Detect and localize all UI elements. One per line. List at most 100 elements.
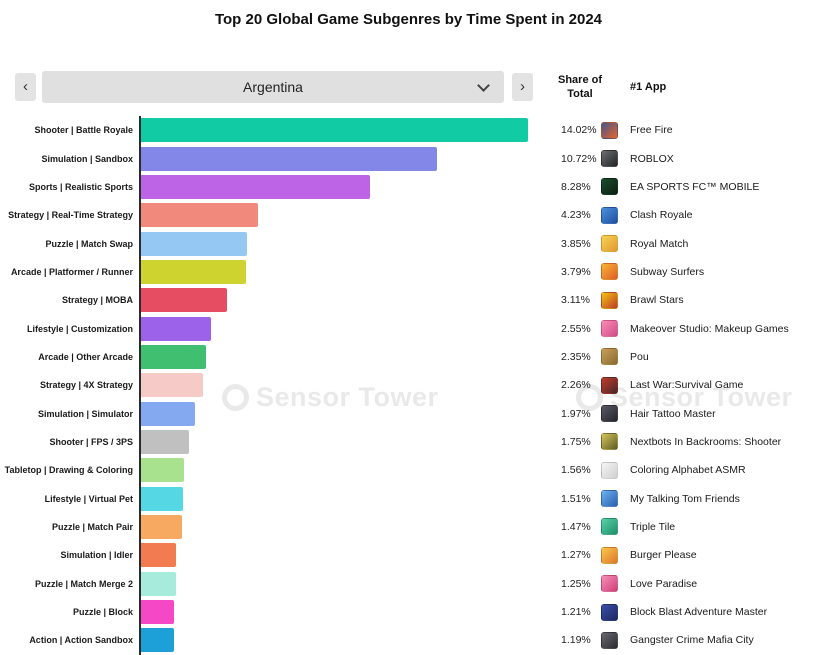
subgenre-label: Arcade | Platformer / Runner: [10, 266, 133, 277]
bar[interactable]: [141, 316, 212, 341]
bar[interactable]: [141, 600, 175, 625]
bar-area: [139, 626, 551, 655]
share-value: 8.28%: [561, 180, 591, 193]
chart-row: Puzzle | Match Merge 2 1.25% Love Paradi…: [0, 569, 817, 598]
bar-area: [139, 116, 551, 145]
share-value: 10.72%: [561, 152, 597, 165]
app-icon: [601, 490, 618, 508]
app-icon: [601, 546, 618, 564]
subgenre-label: Simulation | Idler: [60, 550, 133, 561]
chart-row: Puzzle | Match Pair 1.47% Triple Tile: [0, 512, 817, 542]
app-name: Clash Royale: [630, 209, 693, 222]
share-value: 3.85%: [561, 237, 591, 250]
bar[interactable]: [141, 118, 529, 143]
bar[interactable]: [141, 231, 248, 256]
chart-row: Arcade | Platformer / Runner 3.79% Subwa…: [0, 257, 817, 287]
bar[interactable]: [141, 288, 227, 313]
bar-area: [139, 229, 551, 258]
subgenre-label: Puzzle | Match Pair: [51, 521, 133, 532]
app-name: Love Paradise: [630, 577, 698, 590]
share-value: 2.26%: [561, 379, 591, 392]
app-icon: [601, 405, 618, 423]
bar-area: [139, 541, 551, 570]
app-name: Triple Tile: [630, 520, 676, 533]
bar-area: [139, 172, 551, 202]
chart-row: Shooter | Battle Royale 14.02% Free Fire: [0, 116, 817, 145]
app-name: Brawl Stars: [630, 294, 684, 307]
app-icon: [601, 376, 618, 394]
app-name: Free Fire: [630, 124, 673, 137]
share-value: 1.56%: [561, 464, 591, 477]
share-value: 1.19%: [561, 634, 591, 647]
country-dropdown[interactable]: Argentina: [42, 71, 504, 103]
app-icon: [601, 603, 618, 621]
bar-area: [139, 342, 551, 372]
share-value: 2.35%: [561, 350, 591, 363]
bar[interactable]: [141, 429, 190, 454]
share-value: 1.47%: [561, 520, 591, 533]
number-one-app-header: #1 App: [630, 81, 667, 93]
share-value: 1.51%: [561, 492, 591, 505]
bar-area: [139, 456, 551, 485]
subgenre-label: Shooter | FPS / 3PS: [49, 436, 133, 447]
bar[interactable]: [141, 259, 246, 284]
bar-area: [139, 569, 551, 598]
bar[interactable]: [141, 344, 206, 369]
bar[interactable]: [141, 514, 182, 539]
bar-area: [139, 286, 551, 315]
bar[interactable]: [141, 486, 183, 511]
bar[interactable]: [141, 571, 176, 596]
subgenre-label: Lifestyle | Virtual Pet: [44, 493, 133, 504]
bar[interactable]: [141, 373, 204, 398]
page-title: Top 20 Global Game Subgenres by Time Spe…: [214, 11, 603, 28]
chevron-down-icon: [477, 79, 490, 92]
chart-row: Simulation | Simulator 1.97% Hair Tattoo…: [0, 399, 817, 428]
subgenre-label: Sports | Realistic Sports: [28, 181, 133, 192]
app-name: Hair Tattoo Master: [630, 407, 716, 420]
prev-country-button[interactable]: ‹: [15, 73, 36, 101]
bar-area: [139, 371, 551, 400]
share-value: 1.25%: [561, 577, 591, 590]
app-icon: [601, 235, 618, 253]
app-name: Nextbots In Backrooms: Shooter: [630, 435, 782, 448]
share-value: 1.97%: [561, 407, 591, 420]
chart-row: Action | Action Sandbox 1.19% Gangster C…: [0, 626, 817, 655]
subgenre-label: Tabletop | Drawing & Coloring: [4, 465, 133, 476]
bar[interactable]: [141, 458, 185, 483]
subgenre-label: Strategy | Real-Time Strategy: [8, 210, 133, 221]
app-name: Coloring Alphabet ASMR: [630, 464, 746, 477]
app-icon: [601, 121, 618, 139]
bar[interactable]: [141, 628, 174, 653]
bar[interactable]: [141, 146, 437, 171]
chart-row: Tabletop | Drawing & Coloring 1.56% Colo…: [0, 456, 817, 485]
subgenre-label: Strategy | 4X Strategy: [39, 380, 133, 391]
chart-row: Lifestyle | Virtual Pet 1.51% My Talking…: [0, 484, 817, 513]
share-value: 2.55%: [561, 322, 591, 335]
app-name: Last War:Survival Game: [630, 379, 744, 392]
bar[interactable]: [141, 401, 196, 426]
app-name: Royal Match: [630, 237, 689, 250]
chart: Shooter | Battle Royale 14.02% Free Fire…: [0, 116, 817, 655]
app-icon: [601, 291, 618, 309]
app-icon: [601, 433, 618, 451]
app-icon: [601, 348, 618, 366]
subgenre-label: Arcade | Other Arcade: [38, 351, 133, 362]
share-value: 1.75%: [561, 435, 591, 448]
app-name: EA SPORTS FC™ MOBILE: [630, 180, 760, 193]
app-name: Makeover Studio: Makeup Games: [630, 322, 789, 335]
bar[interactable]: [141, 543, 177, 568]
app-name: Gangster Crime Mafia City: [630, 634, 754, 647]
bar[interactable]: [141, 174, 370, 199]
share-value: 14.02%: [561, 124, 597, 137]
bar[interactable]: [141, 203, 258, 228]
country-dropdown-label: Argentina: [243, 79, 303, 95]
chart-row: Arcade | Other Arcade 2.35% Pou: [0, 342, 817, 372]
app-icon: [601, 631, 618, 649]
app-name: Burger Please: [630, 549, 697, 562]
next-country-button[interactable]: ›: [512, 73, 533, 101]
chart-row: Strategy | MOBA 3.11% Brawl Stars: [0, 286, 817, 315]
bar-area: [139, 144, 551, 173]
chart-row: Sports | Realistic Sports 8.28% EA SPORT…: [0, 172, 817, 202]
bar-area: [139, 399, 551, 428]
subgenre-label: Shooter | Battle Royale: [34, 125, 133, 136]
